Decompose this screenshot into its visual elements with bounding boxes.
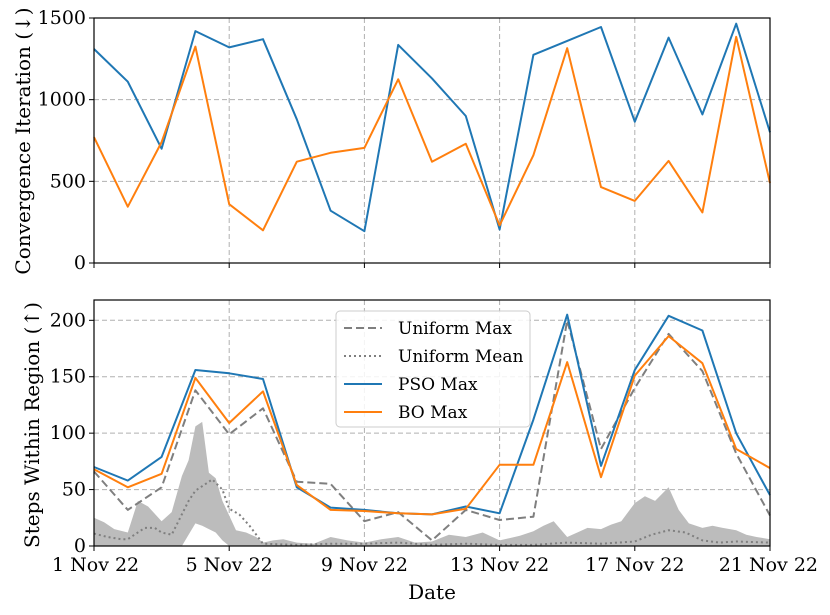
panel-convergence: 0 500 1000 1500 [38, 7, 771, 274]
legend-label-pso-max: PSO Max [398, 375, 478, 395]
legend-label-uniform-mean: Uniform Mean [398, 347, 523, 367]
bottom-series-bo-max [93, 335, 771, 516]
x-axis-label: Date [408, 580, 456, 604]
top-ytick-label-2: 1000 [38, 89, 86, 111]
legend: Uniform Max Uniform Mean PSO Max BO Max [335, 310, 531, 428]
top-series-bo-max [93, 35, 771, 232]
top-ytick-label-1: 500 [50, 170, 86, 192]
xtick-label-1: 5 Nov 22 [186, 554, 273, 576]
bottom-ytick-label-0: 0 [74, 535, 86, 557]
xtick-label-2: 9 Nov 22 [321, 554, 408, 576]
bottom-series-uniform-max [93, 319, 771, 542]
top-series-pso-max [93, 22, 771, 233]
uniform-range-band [94, 421, 770, 546]
xtick-label-5: 21 Nov 22 [719, 554, 818, 576]
legend-label-bo-max: BO Max [398, 403, 468, 423]
xtick-label-0: 1 Nov 22 [52, 554, 139, 576]
top-y-axis-label: Convergence Iteration (↓) [11, 7, 35, 274]
bottom-series-uniform-mean [93, 478, 771, 546]
legend-box [335, 310, 531, 428]
panel-steps: 0 50 100 150 200 1 Nov 22 5 Nov 22 9 Nov 22 13 N… [50, 299, 818, 576]
xtick-label-4: 17 Nov 22 [585, 554, 684, 576]
top-axes-frame [93, 17, 771, 264]
xtick-label-3: 13 Nov 22 [450, 554, 549, 576]
top-ytick-label-0: 0 [74, 252, 86, 274]
bottom-y-axis-label: Steps Within Region (↑) [20, 302, 44, 548]
bottom-ytick-label-1: 50 [62, 479, 86, 501]
bottom-ytick-label-4: 200 [50, 309, 86, 331]
top-ytick-label-3: 1500 [38, 7, 86, 29]
bottom-ytick-label-3: 150 [50, 366, 86, 388]
bottom-ytick-label-2: 100 [50, 422, 86, 444]
bottom-axes-frame [93, 299, 771, 547]
legend-label-uniform-max: Uniform Max [398, 319, 512, 339]
